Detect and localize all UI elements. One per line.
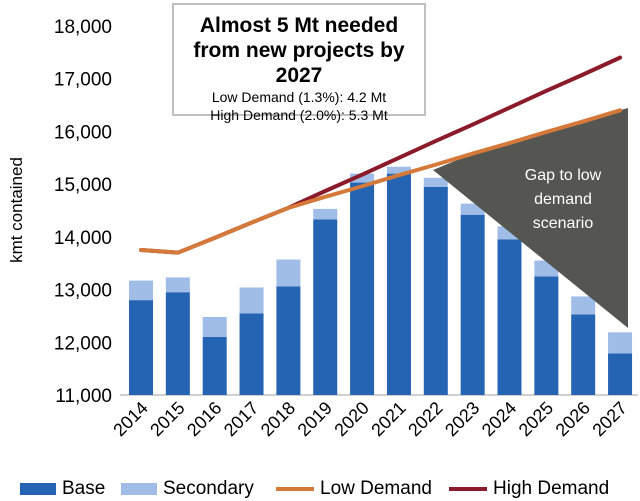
legend-base: Base (20, 478, 105, 500)
y-tick-label: 17,000 (54, 70, 112, 91)
gap-label: scenario (533, 215, 594, 232)
bar-secondary (608, 332, 633, 354)
legend-swatch (449, 487, 487, 491)
x-tick-label: 2024 (478, 398, 520, 440)
bar-secondary (276, 259, 301, 287)
legend-swatch (20, 483, 56, 495)
y-tick-label: 18,000 (54, 17, 112, 38)
bar-base (571, 314, 596, 395)
legend-swatch (121, 483, 157, 495)
bar-base (497, 239, 522, 395)
legend-high: High Demand (449, 478, 609, 500)
y-tick-label: 15,000 (54, 175, 112, 196)
x-tick-label: 2018 (257, 398, 299, 440)
subtitle-low: Low Demand (1.3%): 4.2 Mt (211, 89, 387, 105)
x-tick-label: 2020 (330, 398, 372, 440)
bar-secondary (350, 173, 375, 183)
bar-base (239, 313, 264, 395)
legend-label: Secondary (163, 478, 254, 499)
bar-base (165, 292, 190, 395)
bar-base (386, 173, 411, 395)
bar-secondary (165, 277, 190, 293)
low-demand-line (139, 108, 623, 255)
chart-title: Almost 5 Mt needed from new projects by … (193, 14, 405, 87)
bar-secondary (129, 280, 153, 301)
x-tick-label: 2019 (294, 398, 336, 440)
x-tick-label: 2025 (515, 398, 557, 440)
bar-secondary (571, 296, 596, 315)
x-tick-label: 2023 (441, 398, 483, 440)
bar-base (534, 276, 559, 395)
bar-base (423, 186, 448, 395)
bar-secondary (460, 203, 485, 215)
y-tick-label: 11,000 (55, 386, 112, 407)
legend-secondary: Secondary (121, 478, 254, 500)
y-tick-label: 14,000 (54, 228, 112, 249)
y-axis-label: kmt contained (7, 157, 26, 263)
x-tick-label: 2014 (109, 398, 151, 440)
bar-base (350, 182, 375, 395)
legend-low: Low Demand (276, 478, 432, 500)
bar-secondary (386, 166, 411, 174)
x-tick-label: 2027 (588, 398, 630, 440)
gap-label: demand (534, 191, 592, 208)
x-tick-label: 2017 (220, 398, 262, 440)
bar-base (460, 214, 485, 395)
x-tick-label: 2016 (183, 398, 225, 440)
bar-base (202, 337, 227, 395)
bar-secondary (423, 177, 448, 187)
y-tick-label: 13,000 (54, 281, 112, 302)
title-box: Almost 5 Mt needed from new projects by … (172, 3, 426, 123)
gap-area (433, 108, 628, 328)
bar-secondary (239, 287, 264, 314)
legend-label: High Demand (493, 478, 610, 499)
legend: Base Secondary Low Demand High Demand (0, 478, 640, 501)
x-tick-label: 2026 (552, 398, 594, 440)
bar-secondary (313, 208, 338, 220)
x-tick-label: 2015 (146, 398, 188, 440)
bar-secondary (202, 316, 227, 338)
gap-label: Gap to low (525, 167, 602, 184)
x-tick-label: 2021 (367, 398, 409, 440)
bar-base (129, 300, 153, 395)
y-tick-label: 16,000 (54, 122, 112, 143)
legend-swatch (276, 487, 314, 491)
subtitle-high: High Demand (2.0%): 5.3 Mt (210, 107, 388, 123)
bar-base (313, 219, 338, 395)
bar-base (608, 353, 633, 395)
legend-label: Base (62, 478, 106, 499)
bar-base (276, 286, 301, 395)
legend-label: Low Demand (320, 478, 432, 499)
y-tick-label: 12,000 (54, 333, 112, 354)
x-tick-label: 2022 (404, 398, 446, 440)
